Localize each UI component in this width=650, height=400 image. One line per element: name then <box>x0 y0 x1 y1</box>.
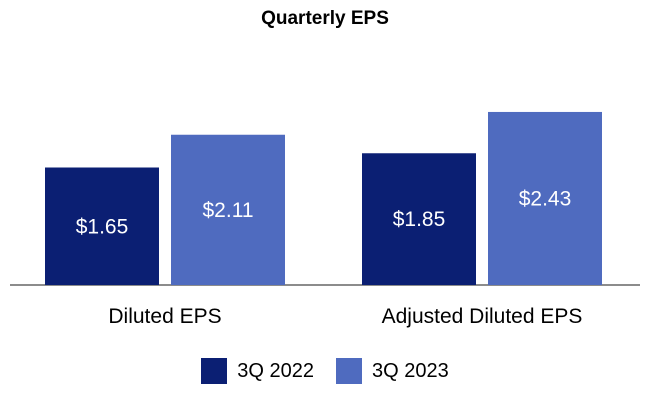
data-label-1-series-0: $1.85 <box>393 208 446 231</box>
legend-label-series-1: 3Q 2023 <box>372 359 449 382</box>
bar-0-series-1 <box>171 134 285 285</box>
legend-swatch-series-0 <box>201 358 228 384</box>
legend: 3Q 2022 3Q 2023 <box>0 358 650 384</box>
legend-label-series-0: 3Q 2022 <box>237 359 314 382</box>
category-label-0: Diluted EPS <box>108 305 221 328</box>
legend-item-series-0: 3Q 2022 <box>201 358 314 384</box>
bar-1-series-1 <box>488 111 602 285</box>
category-label-1: Adjusted Diluted EPS <box>382 305 583 328</box>
data-label-1-series-1: $2.43 <box>519 187 572 210</box>
data-label-0-series-0: $1.65 <box>76 215 129 238</box>
legend-item-series-1: 3Q 2023 <box>336 358 449 384</box>
data-label-0-series-1: $2.11 <box>203 199 254 222</box>
legend-swatch-series-1 <box>336 358 362 384</box>
bar-1-series-0 <box>362 153 476 285</box>
chart-title: Quarterly EPS <box>261 8 389 29</box>
bar-0-series-0 <box>45 167 159 285</box>
